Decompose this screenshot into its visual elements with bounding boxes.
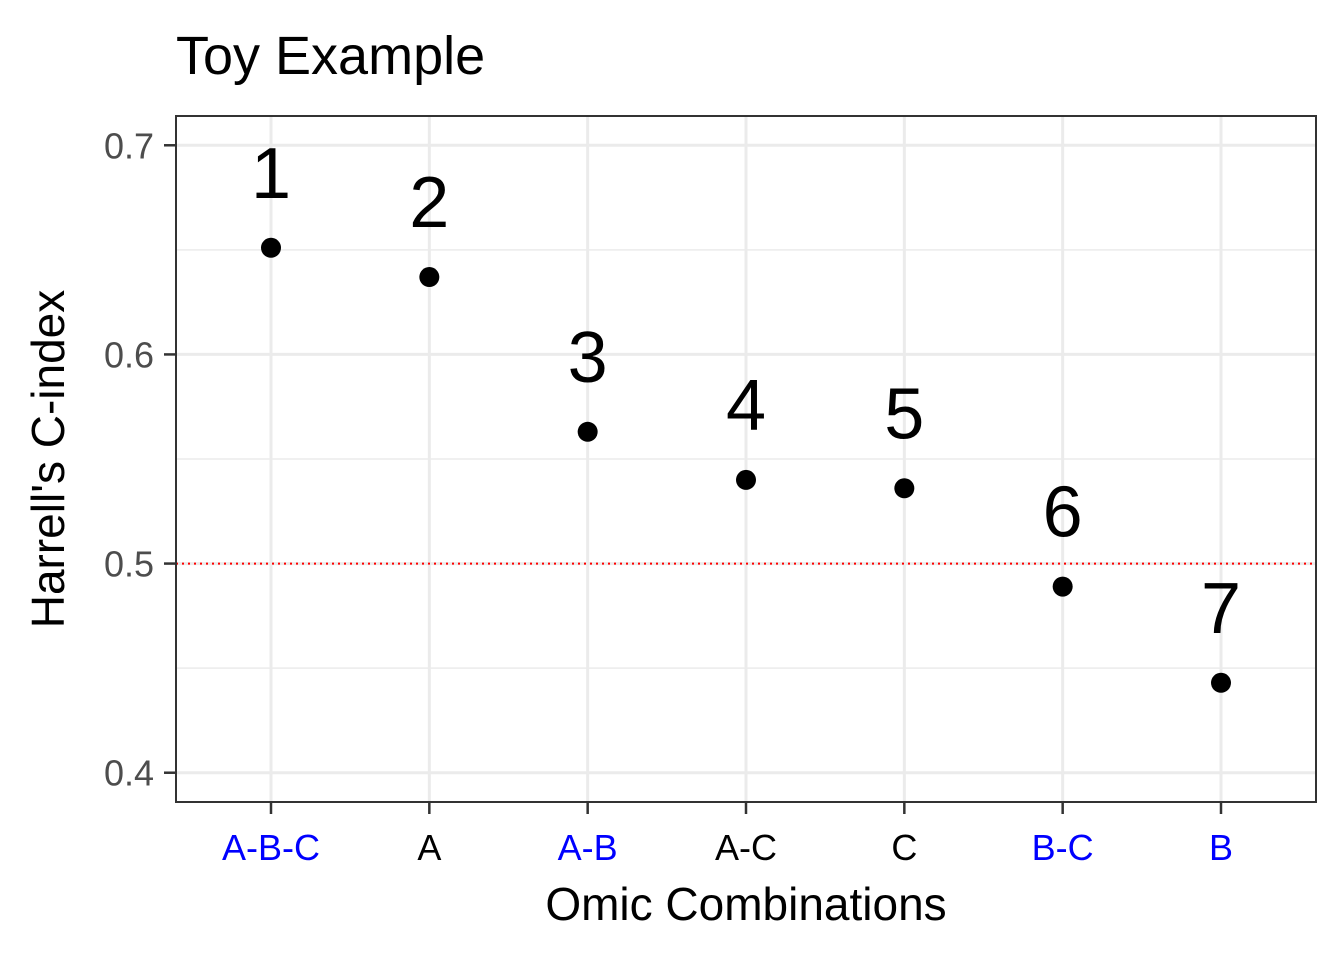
data-point (1211, 672, 1231, 693)
x-tick-label: A-B-C (222, 827, 320, 868)
data-points (261, 237, 1231, 693)
rank-label: 6 (1043, 473, 1083, 553)
rank-label: 2 (409, 163, 449, 243)
y-tick-label: 0.7 (104, 125, 154, 166)
data-point (261, 237, 281, 258)
x-tick-label: A (417, 827, 441, 868)
chart-title: Toy Example (176, 26, 485, 86)
data-point (419, 267, 440, 288)
data-point (736, 469, 756, 490)
x-tick-label: B (1209, 827, 1233, 868)
rank-label: 5 (884, 374, 924, 454)
y-axis: 0.4 0.5 0.6 0.7 (104, 125, 176, 794)
x-axis: A-B-C A A-B A-C C B-C B (222, 802, 1233, 868)
y-tick-label: 0.4 (104, 753, 154, 794)
y-axis-title: Harrell's C-index (22, 290, 74, 629)
grid-layer (176, 116, 1316, 802)
y-tick-label: 0.6 (104, 334, 154, 375)
data-point (577, 421, 598, 442)
rank-labels: 1 2 3 4 5 6 7 (251, 134, 1241, 649)
x-tick-label: B-C (1032, 827, 1094, 868)
x-tick-label: A-C (715, 827, 777, 868)
rank-label: 3 (568, 318, 608, 398)
data-point (894, 478, 915, 499)
rank-label: 7 (1201, 569, 1241, 649)
x-tick-label: A-B (558, 827, 618, 868)
data-point (1052, 576, 1073, 597)
rank-label: 1 (251, 134, 291, 214)
rank-label: 4 (726, 366, 766, 446)
x-axis-title: Omic Combinations (545, 878, 946, 930)
x-tick-label: C (891, 827, 917, 868)
y-tick-label: 0.5 (104, 544, 154, 585)
